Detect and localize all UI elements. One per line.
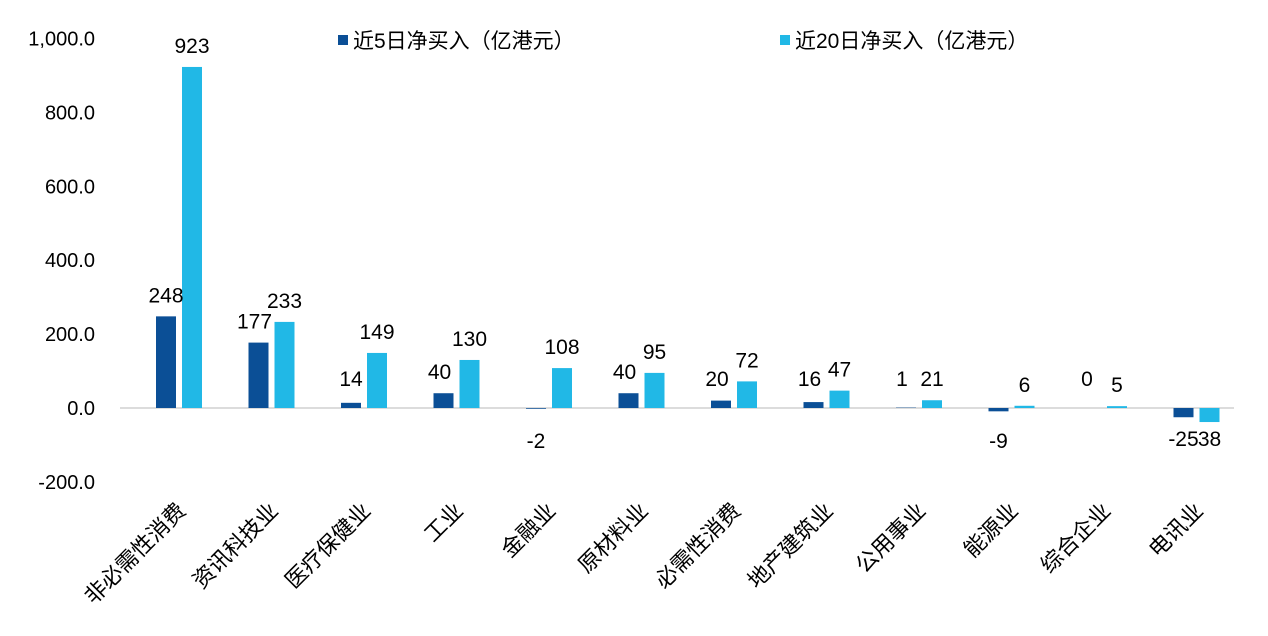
bar-5d	[526, 408, 546, 409]
x-category-label: 资讯科技业	[188, 498, 283, 593]
data-label-20d: 233	[267, 290, 302, 313]
bars-group	[156, 66, 1220, 423]
data-label-5d: 20	[705, 368, 728, 391]
data-label-5d: 177	[237, 311, 272, 334]
data-label-20d: 923	[174, 35, 209, 58]
bar-5d	[433, 393, 454, 408]
x-category-label: 综合企业	[1036, 498, 1116, 578]
x-axis-categories: 非必需性消费资讯科技业医疗保健业 工业 金融业 原材料业必需性消费地产建筑业 公用事业能…	[80, 498, 1209, 609]
bar-20d	[1107, 406, 1127, 408]
data-label-5d: -9	[989, 430, 1008, 453]
legend-swatch-5d	[338, 35, 348, 45]
bar-5d	[341, 402, 361, 408]
data-label-5d: 16	[798, 368, 821, 391]
bar-5d	[156, 316, 176, 408]
y-tick-label: 1,000.0	[28, 29, 95, 51]
y-tick-label: 600.0	[45, 176, 95, 198]
legend-label-5d: 近5日净买入（亿港元）	[353, 30, 575, 53]
data-label-5d: 1	[896, 368, 908, 391]
legend-label-20d: 近20日净买入（亿港元）	[795, 30, 1028, 53]
y-tick-label: -200.0	[38, 472, 95, 494]
x-category-label: 工业	[419, 498, 468, 547]
x-category-label: 原材料业	[573, 498, 653, 578]
bar-5d	[988, 408, 1009, 412]
x-category-label: 医疗保健业	[280, 498, 375, 593]
y-tick-label: 800.0	[45, 102, 95, 124]
data-label-20d: 6	[1019, 374, 1031, 397]
data-label-5d: 0	[1081, 368, 1093, 391]
x-category-label: 地产建筑业	[743, 498, 838, 593]
bar-5d	[711, 400, 731, 408]
data-label-5d: 248	[148, 284, 183, 307]
bar-20d	[274, 321, 295, 408]
y-tick-label: 400.0	[45, 250, 95, 272]
bar-20d	[922, 400, 942, 408]
y-axis: 1,000.0 800.0 600.0 400.0 200.0 0.0 -200.0	[28, 29, 95, 494]
x-category-label: 必需性消费	[650, 498, 745, 593]
data-label-20d: 47	[828, 359, 851, 382]
x-category-label: 公用事业	[851, 498, 931, 578]
bar-20d	[829, 390, 850, 408]
bar-5d	[618, 393, 639, 408]
bar-20d	[552, 368, 572, 408]
bar-20d	[459, 359, 480, 408]
data-label-5d: 14	[339, 368, 363, 391]
x-category-label: 电讯业	[1144, 498, 1208, 562]
data-label-20d: 130	[452, 328, 487, 351]
data-label-5d: 40	[428, 361, 451, 384]
bar-20d	[1199, 408, 1220, 423]
bar-5d	[248, 342, 269, 408]
bar-20d	[644, 372, 665, 408]
bar-20d	[1014, 405, 1035, 408]
bar-20d	[367, 352, 387, 408]
data-label-20d: 72	[735, 349, 758, 372]
x-category-label: 金融业	[496, 498, 560, 562]
bar-5d	[1173, 408, 1194, 418]
bar-5d	[803, 402, 824, 408]
data-label-20d: 38	[1198, 428, 1221, 451]
legend-swatch-20d	[780, 35, 790, 45]
data-label-20d: 108	[544, 336, 579, 359]
y-tick-label: 200.0	[45, 324, 95, 346]
bar-20d	[737, 381, 757, 408]
data-label-5d: -25	[1168, 428, 1198, 451]
y-tick-label: 0.0	[67, 398, 95, 420]
x-category-label: 非必需性消费	[80, 498, 191, 609]
data-label-5d: -2	[527, 430, 546, 453]
data-label-20d: 149	[359, 321, 394, 344]
data-label-20d: 95	[643, 341, 666, 364]
legend: 近5日净买入（亿港元） 近20日净买入（亿港元）	[338, 30, 1028, 53]
data-label-20d: 21	[920, 368, 943, 391]
data-label-5d: 40	[613, 361, 636, 384]
data-label-20d: 5	[1111, 374, 1123, 397]
x-category-label: 能源业	[959, 498, 1023, 562]
bar-20d	[182, 66, 202, 408]
